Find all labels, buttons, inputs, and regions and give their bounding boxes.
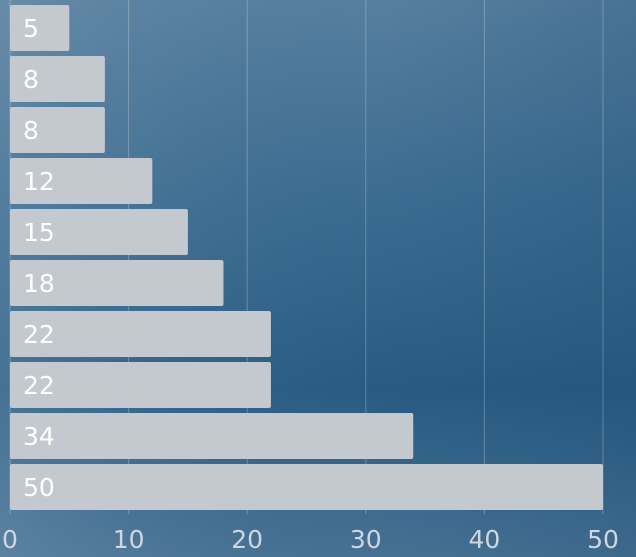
- bar-value-label: 34: [23, 422, 55, 451]
- bar-value-label: 18: [23, 269, 55, 298]
- bar: [10, 158, 153, 204]
- bar: [10, 56, 105, 102]
- x-tick-label: 20: [231, 525, 263, 554]
- bar-value-label: 5: [23, 14, 39, 43]
- x-tick-label: 0: [2, 525, 18, 554]
- bar: [10, 107, 105, 153]
- bar-value-label: 12: [23, 167, 55, 196]
- bar: [10, 209, 188, 255]
- x-tick-label: 50: [587, 525, 619, 554]
- bar-value-label: 8: [23, 65, 39, 94]
- bar: [10, 311, 271, 357]
- bar: [10, 464, 603, 510]
- bar-value-label: 8: [23, 116, 39, 145]
- bar-value-label: 22: [23, 371, 55, 400]
- x-tick-label: 10: [113, 525, 145, 554]
- bar: [10, 362, 271, 408]
- bar-value-label: 15: [23, 218, 55, 247]
- x-tick-label: 40: [468, 525, 500, 554]
- bar-value-label: 50: [23, 473, 55, 502]
- bar: [10, 260, 224, 306]
- bar: [10, 5, 70, 51]
- bar-value-label: 22: [23, 320, 55, 349]
- bar: [10, 413, 414, 459]
- x-tick-label: 30: [350, 525, 382, 554]
